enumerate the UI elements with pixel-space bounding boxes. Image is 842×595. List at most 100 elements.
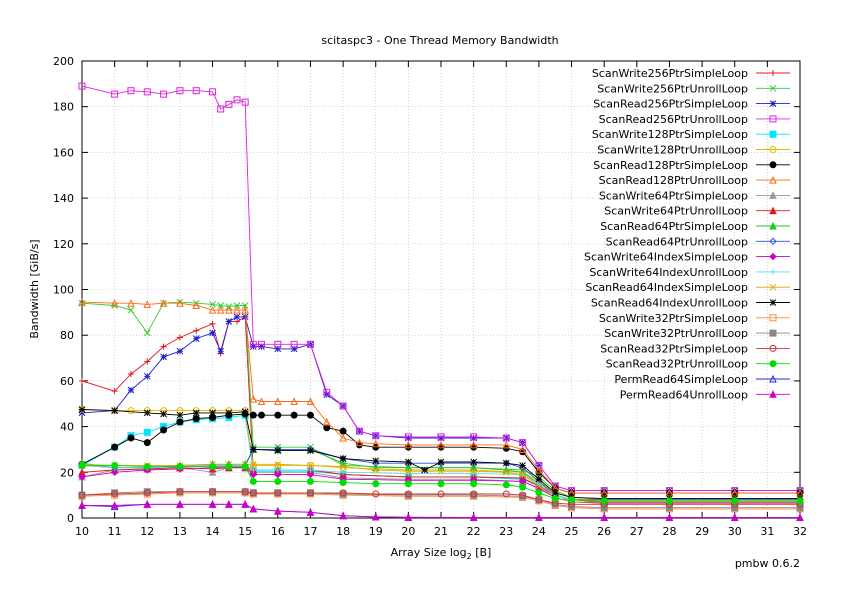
legend-label: ScanWrite64PtrUnrollLoop [604, 205, 748, 218]
x-axis-ticks: 10 11 12 13 14 15 16 17 18 19 20 21 22 23 24 25 26 27 28 29… [75, 61, 807, 538]
y-tick-label: 0 [67, 512, 74, 525]
x-tick-label: 16 [271, 525, 285, 538]
data-point [110, 501, 119, 509]
y-tick-label: 120 [53, 238, 74, 251]
series-line [81, 492, 800, 510]
data-point [274, 489, 282, 497]
data-point [731, 497, 739, 505]
series-line [82, 464, 800, 502]
data-point [437, 490, 445, 498]
x-axis-label: Array Size log2 [B] [391, 546, 492, 561]
series-ScanRead128PtrUnrollLoop [78, 297, 804, 497]
data-point [209, 300, 216, 308]
data-point [193, 327, 200, 334]
data-point [355, 438, 364, 447]
data-point [274, 507, 282, 515]
legend-marker [769, 206, 777, 215]
x-axis-label-main: Array Size log [391, 546, 467, 559]
legend-label: ScanWrite64IndexUnrollLoop [589, 266, 748, 279]
legend-marker [769, 175, 777, 184]
data-point [290, 397, 298, 405]
legend-marker [769, 161, 777, 169]
data-point [339, 433, 347, 442]
data-point [551, 489, 559, 497]
data-point [257, 397, 266, 405]
data-point [274, 460, 282, 468]
series-layer [78, 82, 804, 522]
data-point [176, 87, 184, 95]
data-point [160, 426, 168, 434]
data-point [307, 447, 314, 454]
data-point [241, 305, 249, 314]
series-ScanRead32PtrUnrollLoop [78, 461, 804, 505]
data-point [372, 457, 380, 465]
legend-marker [769, 146, 777, 153]
legend-marker [769, 221, 777, 230]
x-tick-label: 10 [75, 525, 89, 538]
data-point [143, 372, 151, 380]
data-point [307, 462, 314, 469]
data-point [143, 409, 151, 417]
data-point [249, 504, 258, 513]
data-point [372, 480, 380, 488]
data-point [371, 439, 380, 448]
legend-label: ScanWrite64IndexSimpleLoop [584, 251, 748, 264]
data-point [339, 479, 347, 487]
data-point [502, 465, 511, 474]
x-tick-label: 32 [793, 525, 807, 538]
data-point [274, 340, 282, 348]
data-point [404, 440, 413, 449]
data-point [192, 335, 200, 342]
data-point [217, 347, 225, 355]
data-point [339, 511, 347, 520]
legend-label: ScanWrite128PtrUnrollLoop [597, 144, 748, 157]
data-point [110, 468, 119, 477]
legend-label: ScanRead64IndexUnrollLoop [591, 297, 748, 310]
data-point [519, 471, 526, 478]
data-point [339, 427, 347, 435]
legend-item: PermRead64SimpleLoop [614, 373, 790, 386]
legend-item: ScanRead64IndexUnrollLoop [591, 297, 790, 310]
data-point [111, 388, 118, 395]
x-tick-label: 12 [140, 525, 154, 538]
data-point [323, 391, 331, 398]
data-point [535, 513, 543, 522]
data-point [568, 503, 576, 511]
legend-marker [770, 70, 776, 76]
data-point [470, 480, 478, 488]
legend-item: ScanRead64IndexSimpleLoop [585, 281, 790, 294]
data-point [535, 496, 543, 504]
data-point [127, 87, 135, 95]
data-point [143, 489, 151, 497]
data-point [274, 345, 282, 353]
data-point [519, 483, 527, 491]
data-point [249, 340, 257, 348]
data-point [535, 461, 543, 469]
data-point [371, 463, 380, 472]
data-point [225, 463, 233, 471]
data-point [405, 467, 412, 475]
data-point [192, 409, 200, 417]
legend-marker [769, 100, 777, 107]
legend-label: ScanWrite64PtrSimpleLoop [599, 189, 748, 202]
data-point [127, 434, 135, 442]
data-point [404, 480, 412, 488]
data-point [518, 445, 527, 453]
data-point [568, 496, 576, 504]
data-point [437, 467, 445, 475]
series-line [81, 463, 800, 503]
data-point [437, 440, 445, 449]
data-point [600, 513, 608, 522]
x-tick-label: 30 [728, 525, 742, 538]
data-point [258, 343, 265, 350]
data-point [502, 481, 510, 489]
data-point [216, 305, 225, 314]
data-point [437, 434, 445, 442]
data-point [274, 477, 282, 485]
legend-label: ScanWrite256PtrUnrollLoop [597, 82, 748, 95]
data-point [470, 433, 478, 441]
data-point [306, 477, 314, 485]
data-point [127, 407, 135, 415]
data-point [322, 417, 331, 426]
data-point [502, 459, 510, 467]
